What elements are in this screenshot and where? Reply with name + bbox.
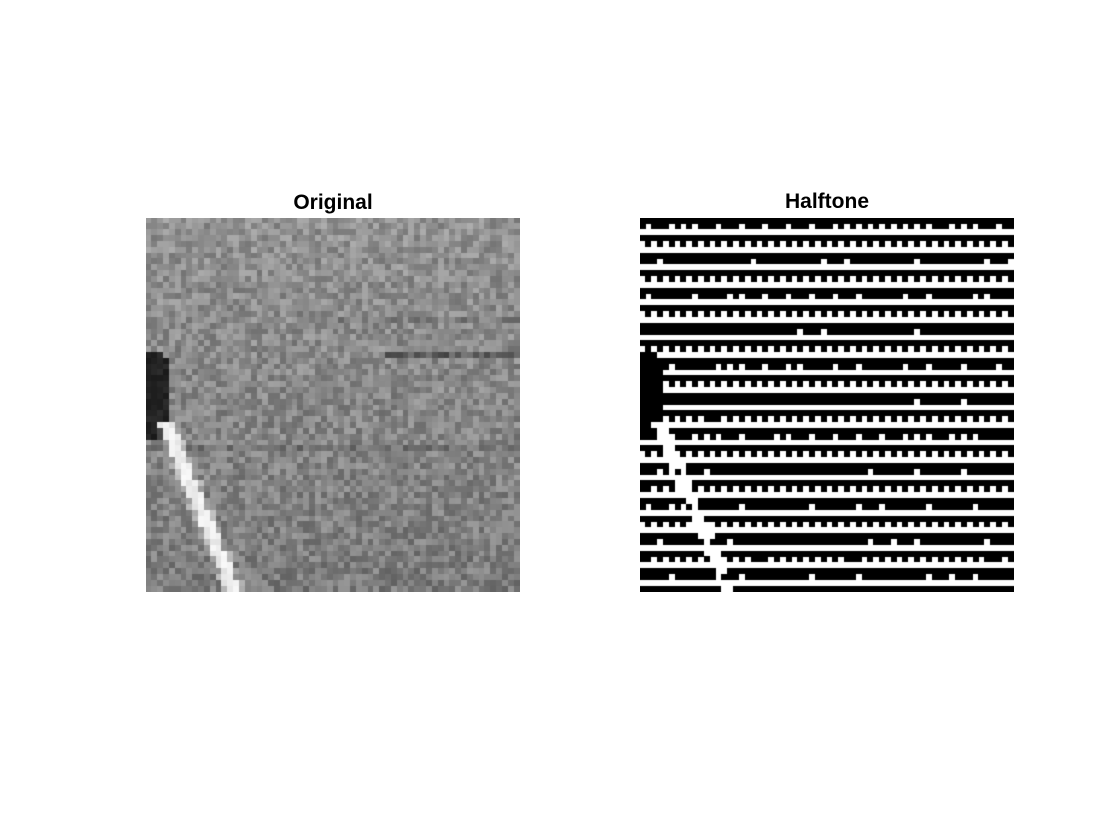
- original-grass-photo: [146, 218, 520, 592]
- halftone-panel-title: Halftone: [785, 190, 869, 213]
- original-panel-title: Original: [293, 191, 373, 214]
- halftone-image: [640, 218, 1014, 592]
- original-image: [146, 218, 520, 592]
- halftone-pattern: [640, 218, 1014, 592]
